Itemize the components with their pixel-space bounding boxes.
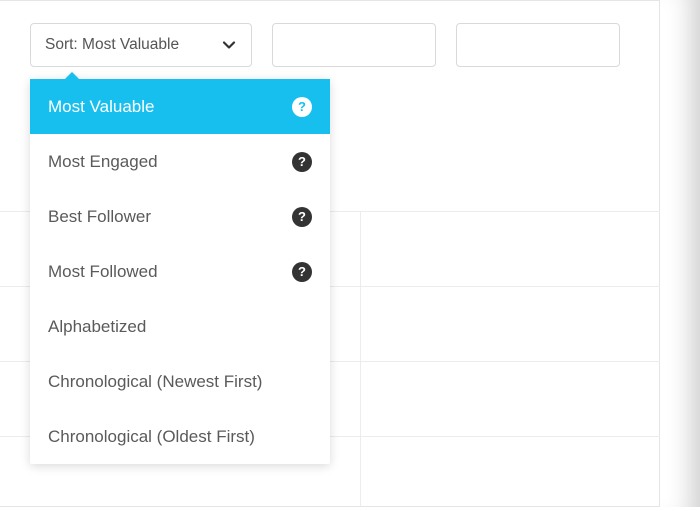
app-frame: Sort: Most Valuable Most Valuable?Most E…	[0, 0, 660, 507]
sort-select[interactable]: Sort: Most Valuable	[30, 23, 252, 67]
sort-dropdown: Most Valuable?Most Engaged?Best Follower…	[30, 79, 330, 464]
chevron-down-icon	[221, 37, 237, 53]
sort-option[interactable]: Alphabetized	[30, 299, 330, 354]
help-icon[interactable]: ?	[292, 152, 312, 172]
sort-option[interactable]: Most Engaged?	[30, 134, 330, 189]
help-icon[interactable]: ?	[292, 207, 312, 227]
sort-option[interactable]: Most Followed?	[30, 244, 330, 299]
sort-option-label: Chronological (Newest First)	[48, 372, 262, 392]
sort-option-label: Best Follower	[48, 207, 151, 227]
sort-option[interactable]: Chronological (Oldest First)	[30, 409, 330, 464]
grid-vertical-divider	[360, 211, 361, 506]
sort-option-label: Chronological (Oldest First)	[48, 427, 255, 447]
sort-select-label: Sort: Most Valuable	[45, 36, 179, 54]
sort-option[interactable]: Chronological (Newest First)	[30, 354, 330, 409]
help-icon[interactable]: ?	[292, 97, 312, 117]
sort-option-label: Alphabetized	[48, 317, 146, 337]
filter-select-1[interactable]	[272, 23, 436, 67]
sort-option[interactable]: Best Follower?	[30, 189, 330, 244]
sort-option-label: Most Engaged	[48, 152, 158, 172]
sort-option-label: Most Valuable	[48, 97, 154, 117]
filter-select-2[interactable]	[456, 23, 620, 67]
sort-option[interactable]: Most Valuable?	[30, 79, 330, 134]
help-icon[interactable]: ?	[292, 262, 312, 282]
toolbar: Sort: Most Valuable	[0, 1, 659, 67]
sort-option-label: Most Followed	[48, 262, 158, 282]
right-edge-shadow	[660, 0, 700, 507]
